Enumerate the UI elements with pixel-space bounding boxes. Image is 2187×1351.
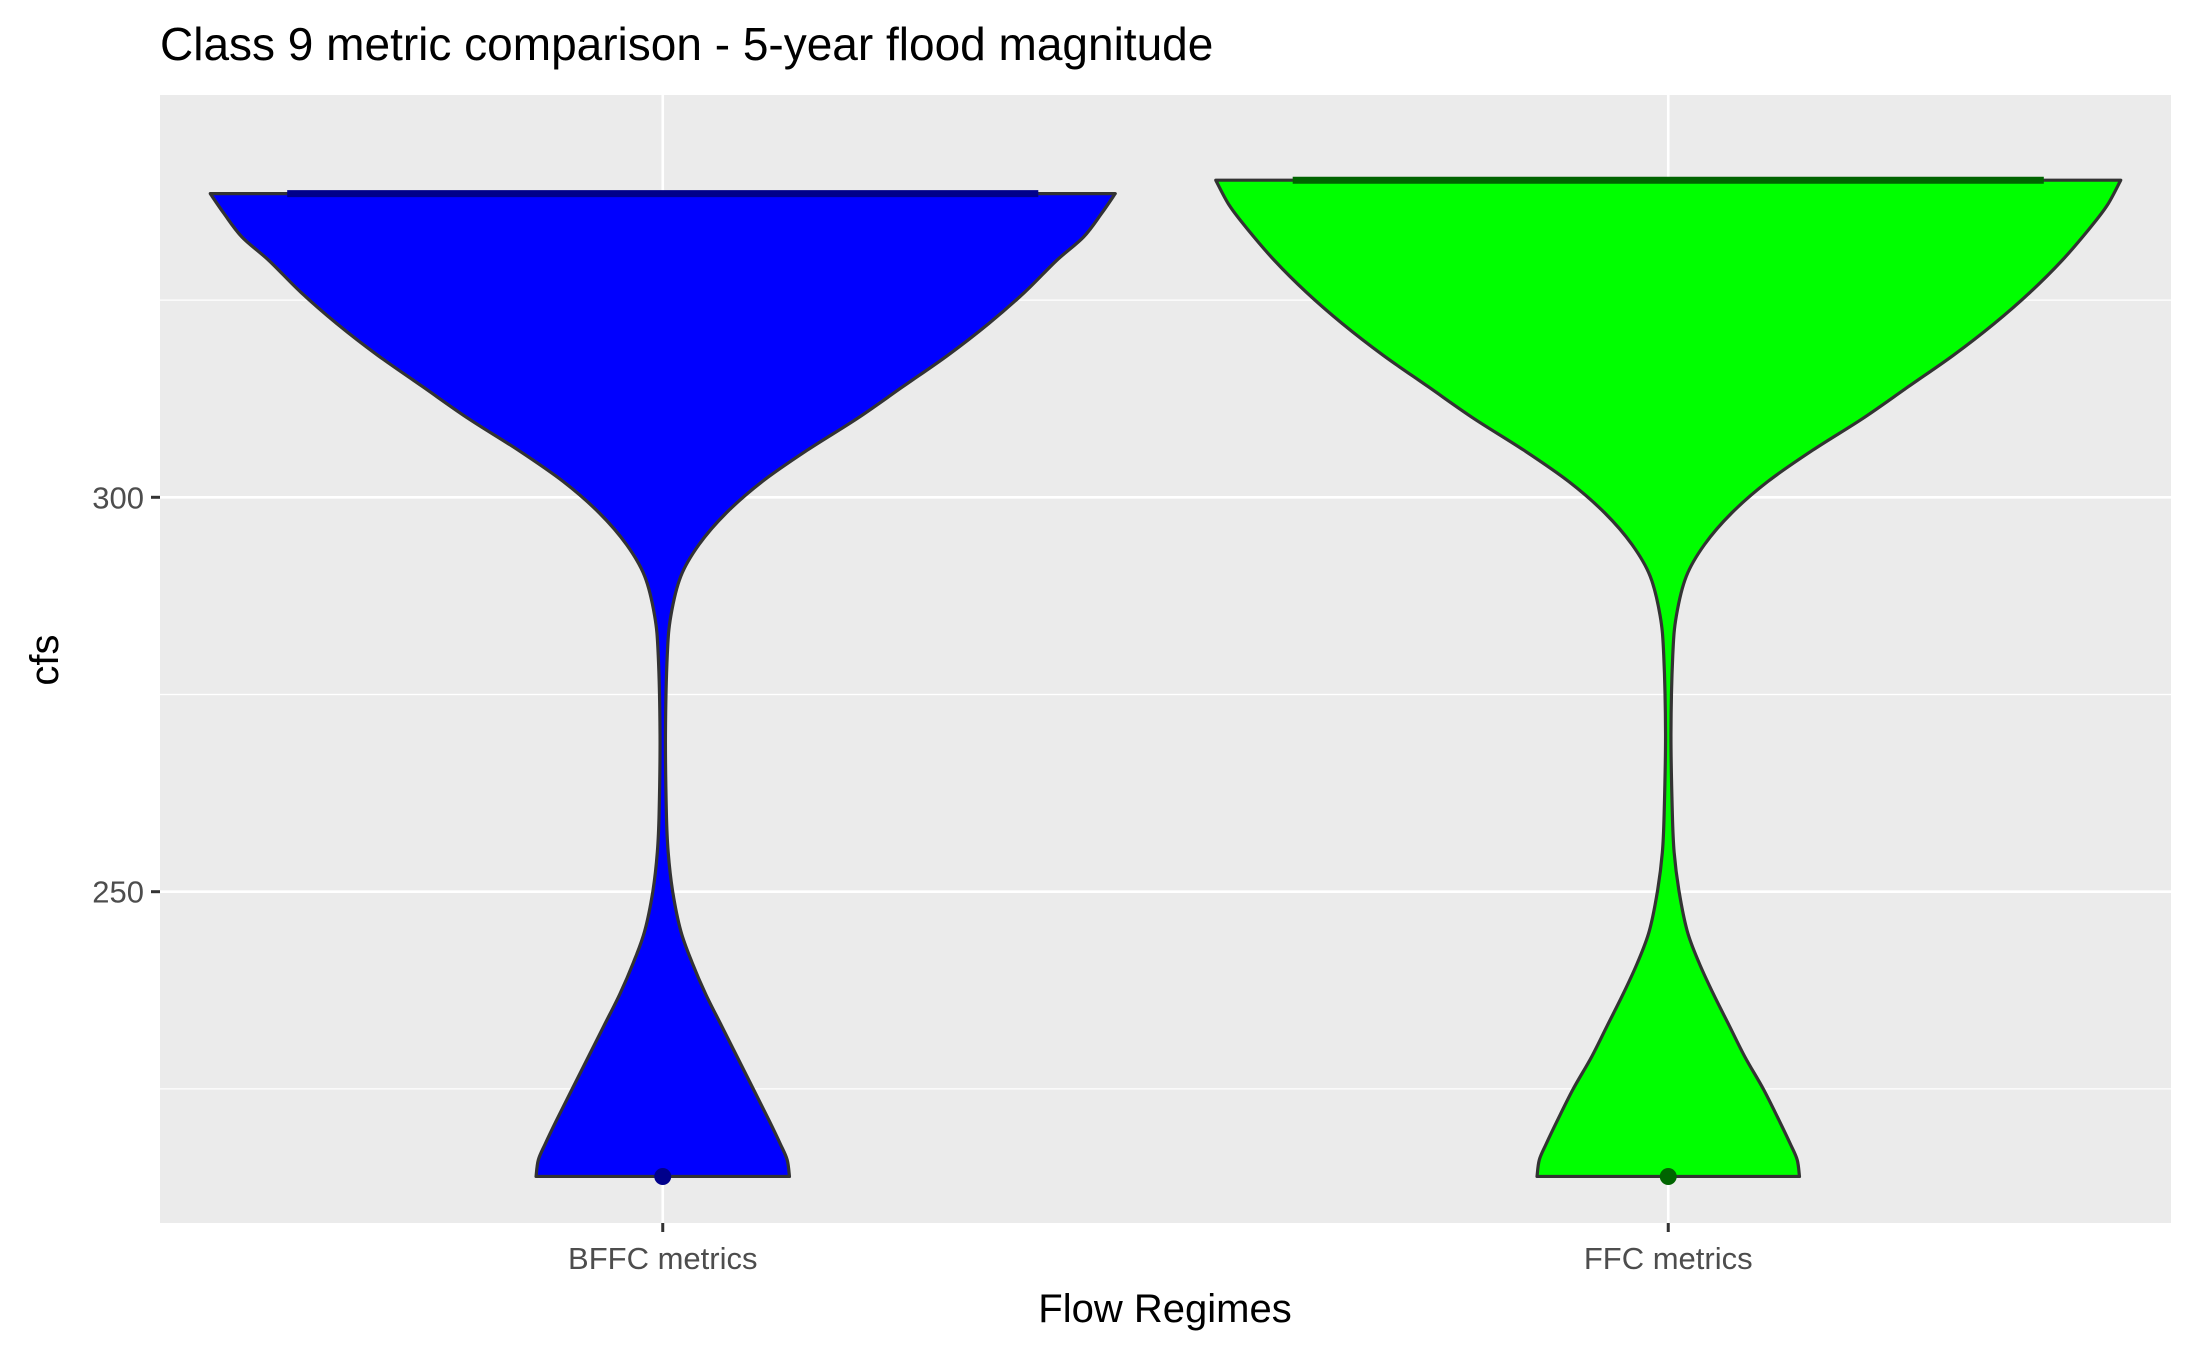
chart-title: Class 9 metric comparison - 5-year flood… bbox=[160, 18, 1213, 70]
violin-layer bbox=[208, 178, 2123, 1179]
x-tick-label: FFC metrics bbox=[1584, 1241, 1753, 1276]
y-tick-label: 300 bbox=[92, 480, 144, 515]
axis-layer: 250 300 BFFC metrics FFC metrics bbox=[92, 480, 1752, 1276]
y-axis-title: cfs bbox=[23, 634, 67, 685]
x-axis-title: Flow Regimes bbox=[1038, 1287, 1291, 1331]
x-tick-label: BFFC metrics bbox=[568, 1241, 757, 1276]
y-tick-label: 250 bbox=[92, 875, 144, 910]
marker-layer bbox=[287, 176, 2044, 1185]
violin-shape bbox=[208, 192, 1117, 1179]
violin-shape bbox=[1214, 178, 2123, 1179]
min-value-point bbox=[1659, 1167, 1677, 1185]
min-value-point bbox=[654, 1167, 672, 1185]
